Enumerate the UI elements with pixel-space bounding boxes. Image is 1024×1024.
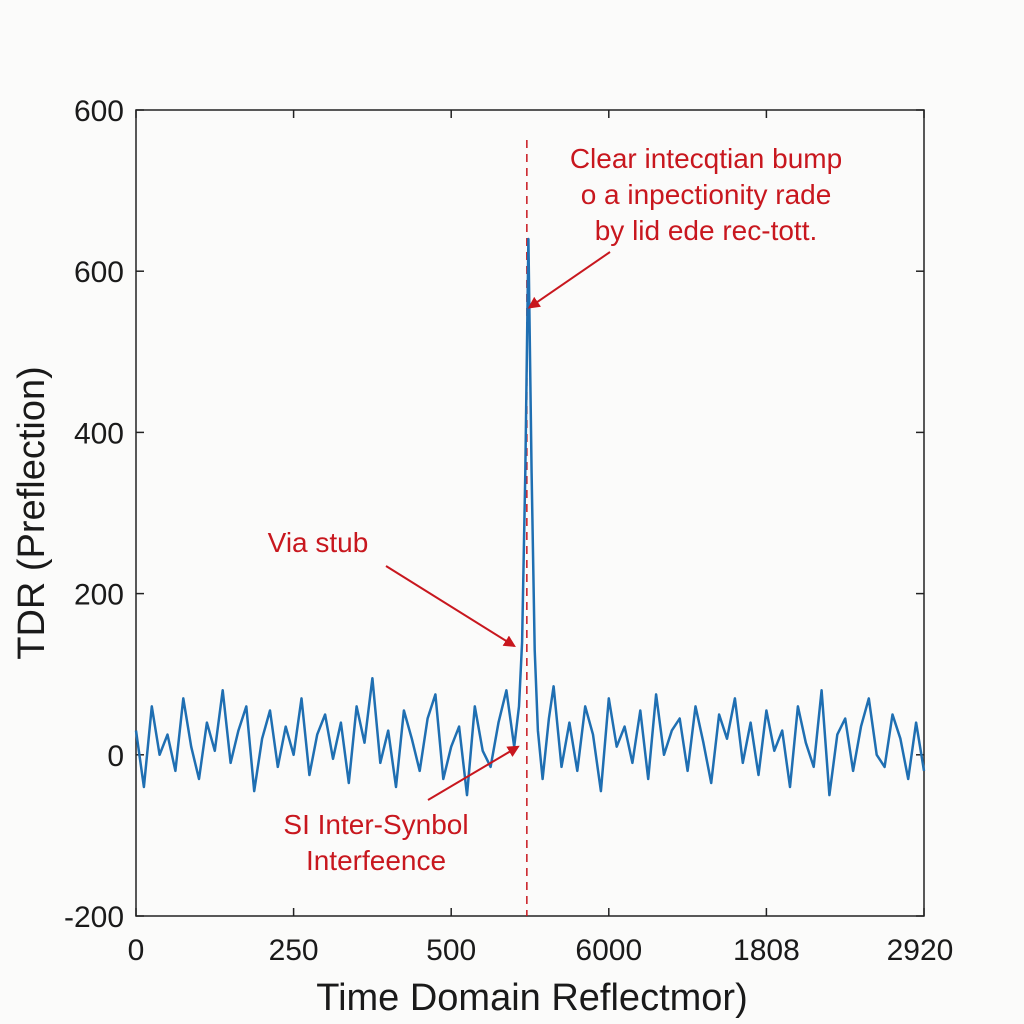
y-tick-label: 0: [107, 740, 124, 773]
plot-frame: [135, 109, 925, 917]
annotation-arrow: [427, 745, 520, 801]
annotation-isi-text: Interfeence: [306, 845, 446, 876]
tdr-series-line: [134, 237, 926, 797]
x-axis-ticks: 0 250 500 6000 1808 2920: [128, 110, 954, 967]
y-tick-label: 600: [74, 95, 124, 128]
annotation-peak-text: by lid ede rec-tott.: [595, 215, 818, 246]
annotation-arrow: [527, 251, 611, 309]
annotations: Clear intecqtian bump o a inpectionity ra…: [268, 143, 843, 876]
annotation-arrow: [385, 565, 516, 648]
x-tick-label: 6000: [575, 934, 642, 967]
y-tick-label: 200: [74, 579, 124, 612]
y-tick-label: -200: [64, 901, 124, 934]
annotation-peak-text: o a inpectionity rade: [581, 179, 832, 210]
annotation-peak-text: Clear intecqtian bump: [570, 143, 842, 174]
x-tick-label: 1808: [733, 934, 800, 967]
y-axis-ticks: -200 0 200 400 600 600: [64, 95, 924, 934]
x-tick-label: 0: [128, 934, 145, 967]
annotation-isi-text: SI Inter-Synbol: [283, 809, 468, 840]
annotation-via-stub-text: Via stub: [268, 527, 369, 558]
y-axis-label: TDR (Preflection): [11, 366, 53, 660]
y-tick-label: 400: [74, 417, 124, 450]
x-tick-label: 500: [426, 934, 476, 967]
x-tick-label: 2920: [887, 934, 954, 967]
y-tick-label: 600: [74, 256, 124, 289]
x-axis-label: Time Domain Reflectmor): [316, 977, 747, 1019]
x-tick-label: 250: [269, 934, 319, 967]
